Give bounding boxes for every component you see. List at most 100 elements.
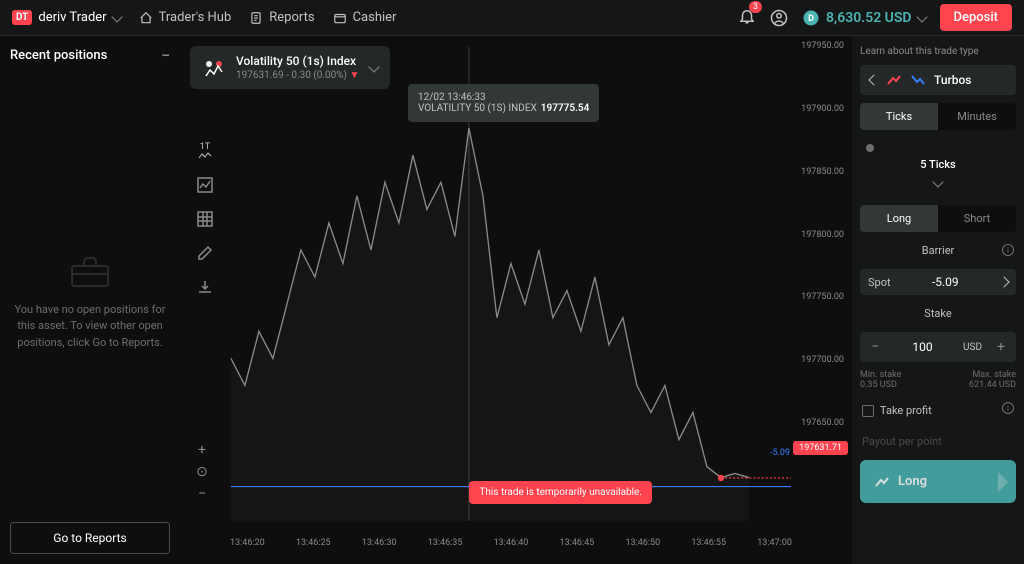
trade-panel: Learn about this trade type Turbos Ticks… [852, 36, 1024, 564]
home-icon [139, 11, 153, 25]
price-tooltip: 12/02 13:46:33 VOLATILITY 50 (1S) INDEX1… [408, 84, 599, 122]
trend-up-icon [874, 476, 890, 488]
trade-type-selector[interactable]: Turbos [860, 65, 1016, 95]
chevron-right-icon[interactable] [998, 276, 1009, 287]
tooltip-series: VOLATILITY 50 (1S) INDEX197775.54 [418, 103, 589, 114]
x-tick-label: 13:46:50 [625, 538, 660, 552]
trade-type-name: Turbos [934, 73, 971, 87]
slider-handle[interactable] [866, 144, 874, 152]
zoom-reset-button[interactable]: ⊙ [190, 462, 214, 482]
y-tick-label: 197800.00 [801, 230, 844, 240]
x-tick-label: 13:47:00 [757, 538, 792, 552]
chart-toolbox: 1T [190, 136, 220, 302]
top-bar: DT deriv Trader Trader's Hub Reports Cas… [0, 0, 1024, 36]
logo-badge: DT [12, 10, 32, 25]
briefcase-icon [70, 256, 110, 288]
x-axis-labels: 13:46:2013:46:2513:46:3013:46:3513:46:40… [230, 538, 792, 552]
nav-label: Trader's Hub [159, 10, 232, 25]
stake-section-label: Stake [860, 303, 1016, 324]
nav-traders-hub[interactable]: Trader's Hub [139, 10, 232, 25]
stake-decrement-button[interactable]: − [864, 336, 886, 358]
tooltip-time: 12/02 13:46:33 [418, 92, 589, 103]
ticks-selector[interactable]: 5 Ticks [860, 138, 1016, 197]
learn-link[interactable]: Learn about this trade type [860, 46, 1016, 57]
x-tick-label: 13:46:20 [230, 538, 265, 552]
zoom-out-button[interactable]: − [190, 484, 214, 504]
svg-text:D: D [808, 14, 814, 24]
logo[interactable]: DT deriv Trader [12, 10, 121, 25]
y-tick-label: 197900.00 [801, 104, 844, 114]
y-tick-label: 197750.00 [801, 292, 844, 302]
nav-label: Reports [269, 10, 314, 25]
balance-amount: 8,630.52 USD [826, 10, 912, 26]
notifications-button[interactable]: 3 [738, 7, 756, 28]
long-button[interactable]: Long [860, 460, 1016, 503]
cashier-icon [333, 11, 347, 25]
nav-label: Cashier [353, 10, 397, 25]
chevron-down-icon[interactable] [111, 11, 122, 22]
interval-tool[interactable]: 1T [190, 136, 220, 166]
y-tick-label: 197950.00 [801, 41, 844, 51]
x-tick-label: 13:46:30 [362, 538, 397, 552]
indicators-tool[interactable] [190, 204, 220, 234]
instrument-icon [202, 56, 226, 80]
nav-cashier[interactable]: Cashier [333, 10, 397, 25]
chevron-down-icon[interactable] [916, 11, 927, 22]
turbos-up-icon [886, 74, 902, 86]
checkbox[interactable] [862, 405, 874, 417]
instrument-selector[interactable]: Volatility 50 (1s) Index 197631.69 - 0.3… [190, 46, 390, 89]
ticks-value: 5 Ticks [866, 158, 1010, 171]
currency-icon: D [802, 9, 820, 27]
duration-tabs: Ticks Minutes [860, 103, 1016, 130]
stake-unit: USD [959, 342, 986, 353]
payout-label: Payout per point [860, 431, 1016, 452]
stake-limits: Min. stake0.35 USD Max. stake621.44 USD [860, 370, 1016, 390]
current-price-tag: 197631.71 [793, 441, 848, 455]
notification-badge: 3 [749, 1, 762, 13]
tab-minutes[interactable]: Minutes [938, 103, 1016, 130]
barrier-input[interactable]: Spot -5.09 [860, 269, 1016, 295]
empty-text: You have no open positions for this asse… [10, 302, 170, 352]
stake-value[interactable]: 100 [890, 340, 955, 354]
info-icon[interactable]: i [1002, 402, 1014, 414]
barrier-value-tag: -5.09 [770, 448, 790, 458]
chart-area[interactable]: Volatility 50 (1s) Index 197631.69 - 0.3… [180, 36, 852, 564]
tab-ticks[interactable]: Ticks [860, 103, 938, 130]
user-icon[interactable] [770, 9, 788, 27]
go-to-reports-button[interactable]: Go to Reports [10, 522, 170, 554]
x-tick-label: 13:46:55 [691, 538, 726, 552]
y-tick-label: 197850.00 [801, 167, 844, 177]
nav-reports[interactable]: Reports [249, 10, 314, 25]
logo-text: deriv Trader [38, 10, 106, 25]
chart-type-tool[interactable] [190, 170, 220, 200]
empty-state: You have no open positions for this asse… [10, 85, 170, 522]
draw-tool[interactable] [190, 238, 220, 268]
x-tick-label: 13:46:45 [560, 538, 595, 552]
chevron-down-icon[interactable] [368, 61, 379, 72]
direction-tabs: Long Short [860, 205, 1016, 232]
balance-display[interactable]: D 8,630.52 USD [802, 9, 926, 27]
tab-long[interactable]: Long [860, 205, 938, 232]
error-toast: This trade is temporarily unavailable. [469, 481, 652, 504]
y-tick-label: 197650.00 [801, 418, 844, 428]
tab-short[interactable]: Short [938, 205, 1016, 232]
turbos-down-icon [910, 74, 926, 86]
barrier-value: -5.09 [897, 275, 994, 289]
info-icon[interactable]: i [1002, 244, 1014, 256]
instrument-price: 197631.69 - 0.30 (0.00%) ▼ [236, 70, 360, 81]
stake-increment-button[interactable]: + [990, 336, 1012, 358]
chevron-down-icon[interactable] [932, 176, 943, 187]
minimize-icon[interactable]: − [161, 46, 170, 65]
x-tick-label: 13:46:25 [296, 538, 331, 552]
x-tick-label: 13:46:40 [494, 538, 529, 552]
spot-label: Spot [868, 276, 891, 289]
recent-positions-panel: Recent positions − You have no open posi… [0, 36, 180, 564]
panel-header: Recent positions − [10, 46, 170, 65]
take-profit-row[interactable]: Take profit i [860, 398, 1016, 423]
chevron-left-icon[interactable] [868, 74, 879, 85]
y-tick-label: 197700.00 [801, 355, 844, 365]
download-tool[interactable] [190, 272, 220, 302]
deposit-button[interactable]: Deposit [940, 4, 1012, 31]
zoom-controls: + ⊙ − [190, 440, 214, 504]
zoom-in-button[interactable]: + [190, 440, 214, 460]
